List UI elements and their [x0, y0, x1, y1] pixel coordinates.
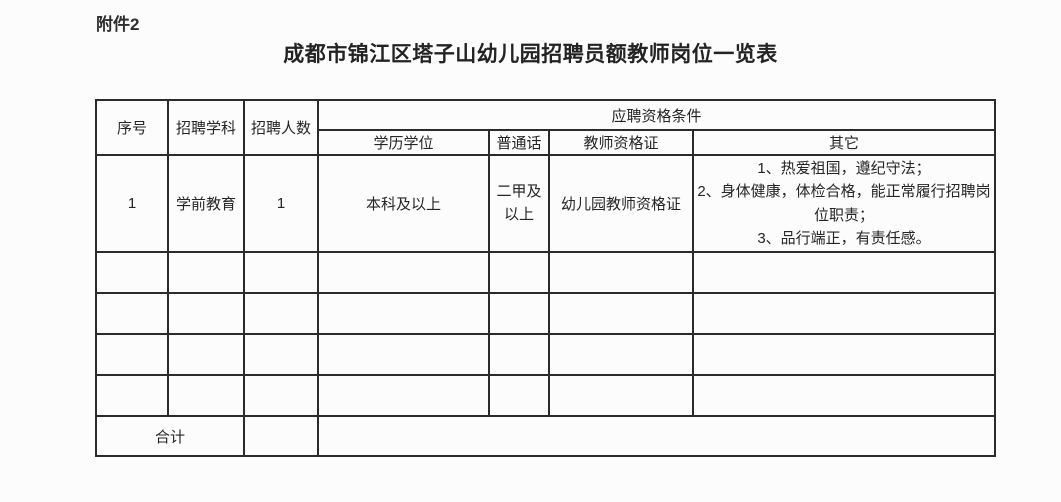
- empty-cell: [488, 374, 550, 417]
- position-table: 序号 招聘学科 招聘人数 应聘资格条件 学历学位 普通话 教师资格证 其它 1 …: [95, 99, 997, 457]
- empty-cell: [488, 333, 550, 376]
- table-row-empty: [95, 251, 997, 294]
- empty-cell: [243, 251, 319, 294]
- empty-cell: [691, 374, 997, 417]
- table-row-total: 合计: [95, 415, 997, 457]
- empty-cell: [95, 333, 169, 376]
- header-cell-index: 序号: [95, 99, 169, 156]
- empty-cell: [317, 251, 490, 294]
- empty-cell: [691, 333, 997, 376]
- empty-cell: [167, 251, 245, 294]
- cell-education: 本科及以上: [317, 154, 490, 253]
- empty-cell: [548, 333, 694, 376]
- total-label-cell: 合计: [95, 415, 245, 457]
- header-row-sub: 学历学位 普通话 教师资格证 其它: [96, 129, 997, 156]
- empty-cell: [317, 333, 490, 376]
- empty-cell: [95, 251, 169, 294]
- table-row: 1 学前教育 1 本科及以上 二甲及以上 幼儿园教师资格证 1、热爱祖国，遵纪守…: [95, 154, 997, 253]
- header-cell-teacher-cert: 教师资格证: [548, 129, 694, 156]
- cell-headcount: 1: [243, 154, 319, 253]
- other-requirement-line: 1、热爱祖国，遵纪守法；: [757, 160, 931, 177]
- other-requirement-line: 2、身体健康，体检合格，能正常履行招聘岗位职责；: [697, 183, 991, 224]
- empty-cell: [243, 333, 319, 376]
- empty-cell: [548, 251, 694, 294]
- recruitment-table: 序号 招聘学科 招聘人数 应聘资格条件 学历学位 普通话 教师资格证 其它 1 …: [95, 99, 997, 457]
- empty-cell: [488, 251, 550, 294]
- total-merged-cell: [316, 415, 997, 457]
- header-cell-education: 学历学位: [317, 129, 490, 156]
- table-row-empty: [95, 374, 997, 417]
- table-row-empty: [95, 292, 997, 335]
- page-title: 成都市锦江区塔子山幼儿园招聘员额教师岗位一览表: [283, 43, 778, 66]
- empty-cell: [243, 374, 319, 417]
- cell-mandarin: 二甲及以上: [488, 154, 550, 253]
- total-headcount-cell: [243, 415, 319, 457]
- header-row-top: 序号 招聘学科 招聘人数 应聘资格条件: [95, 99, 997, 156]
- cell-teacher-cert: 幼儿园教师资格证: [548, 154, 694, 253]
- header-cell-mandarin: 普通话: [488, 129, 550, 156]
- empty-cell: [548, 374, 694, 417]
- table-row-empty: [95, 333, 997, 376]
- empty-cell: [95, 292, 169, 335]
- attachment-label: 附件2: [96, 15, 140, 34]
- empty-cell: [167, 333, 245, 376]
- other-requirement-line: 3、品行端正，有责任感。: [757, 229, 931, 247]
- empty-cell: [548, 292, 694, 335]
- empty-cell: [167, 374, 245, 417]
- empty-cell: [243, 292, 319, 335]
- header-cell-headcount: 招聘人数: [243, 99, 319, 156]
- header-cell-other: 其它: [691, 129, 997, 156]
- header-cell-qualification-group: 应聘资格条件: [316, 99, 997, 131]
- empty-cell: [317, 292, 490, 335]
- header-cell-subject: 招聘学科: [167, 99, 245, 156]
- empty-cell: [167, 292, 245, 335]
- cell-other: 1、热爱祖国，遵纪守法； 2、身体健康，体检合格，能正常履行招聘岗位职责； 3、…: [691, 154, 997, 253]
- empty-cell: [488, 292, 550, 335]
- cell-subject: 学前教育: [167, 154, 245, 253]
- cell-index: 1: [95, 154, 169, 253]
- empty-cell: [95, 374, 169, 417]
- empty-cell: [691, 251, 997, 294]
- empty-cell: [691, 292, 997, 335]
- empty-cell: [317, 374, 490, 417]
